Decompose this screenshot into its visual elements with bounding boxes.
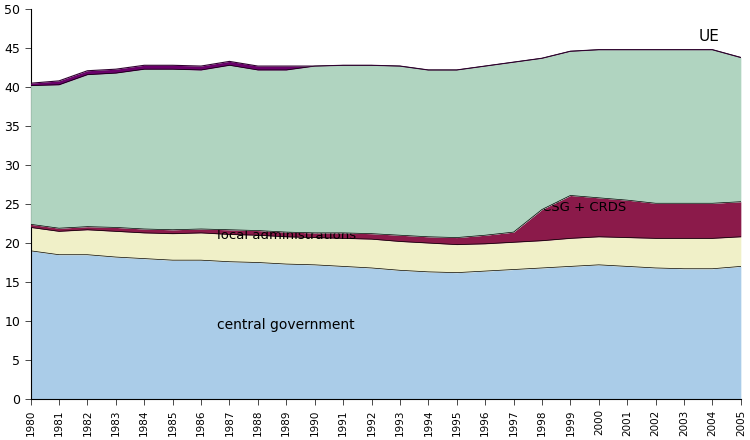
- Text: CSG + CRDS: CSG + CRDS: [542, 202, 627, 214]
- Text: UE: UE: [698, 29, 719, 44]
- Text: local administrations: local administrations: [217, 229, 356, 242]
- Text: social contributions: social contributions: [275, 135, 411, 149]
- Text: central government: central government: [217, 318, 355, 332]
